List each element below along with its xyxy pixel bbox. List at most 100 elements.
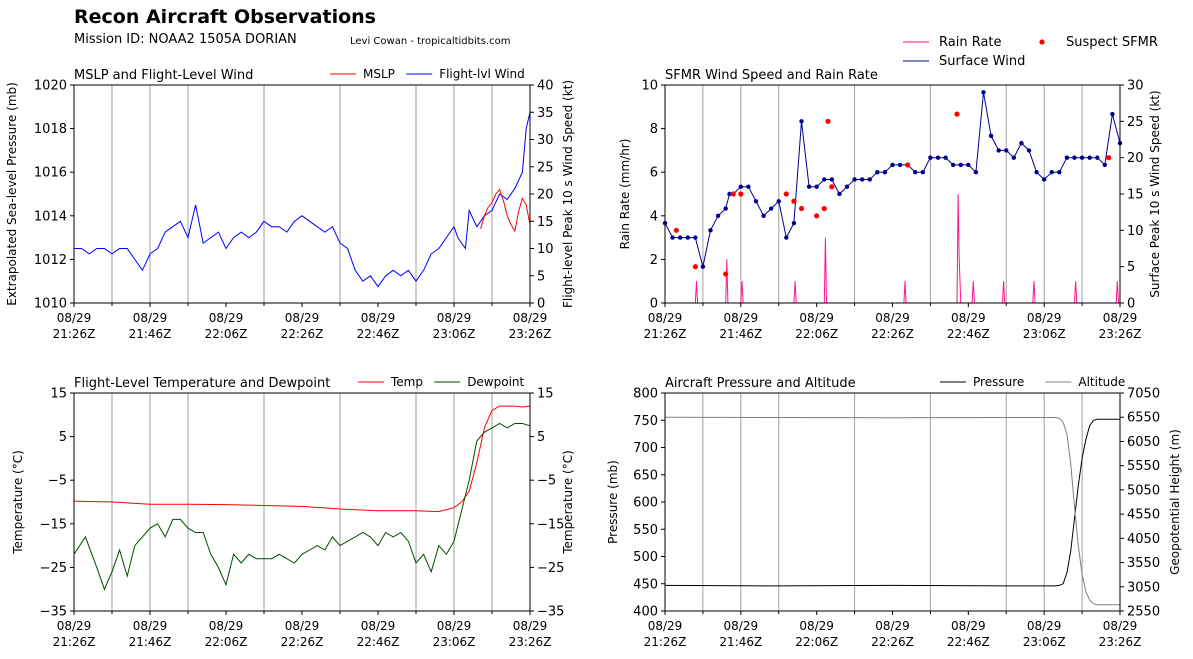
p2-y2tick-label: 0 xyxy=(1127,297,1135,312)
p3-y2tick-label: 15 xyxy=(537,387,554,402)
p3-legend-label: Temp xyxy=(390,375,423,389)
p3-xtick-time: 21:26Z xyxy=(53,635,96,649)
p2-wind-point xyxy=(1079,155,1085,160)
p2-wind-point xyxy=(935,155,941,160)
p4-y2tick-label: 2550 xyxy=(1127,605,1160,620)
p2-suspect-point xyxy=(821,205,827,212)
p3-xtick-date: 08/29 xyxy=(437,619,472,633)
p2-series-rain-rate xyxy=(665,193,1120,304)
p2-ylabel: Rain Rate (mm/hr) xyxy=(618,139,632,250)
p2-wind-point xyxy=(1087,155,1092,160)
p2-ytick-label: 4 xyxy=(650,209,658,224)
p4-series-pressure xyxy=(664,418,1120,587)
p3-series-temp xyxy=(73,405,531,513)
p3-title: Flight-Level Temperature and Dewpoint xyxy=(74,376,330,391)
p2-wind-point xyxy=(814,184,819,189)
p3-ylabel: Temperature (°C) xyxy=(11,450,25,555)
p2-wind-point xyxy=(738,184,744,189)
p3-y2tick-label: −25 xyxy=(537,561,564,576)
p4-ytick-label: 600 xyxy=(633,496,658,511)
p2-wind-point xyxy=(799,119,804,124)
p2-ytick-label: 0 xyxy=(650,297,658,312)
p2-xtick-time: 22:06Z xyxy=(795,327,838,341)
p3-xtick-time: 23:06Z xyxy=(433,635,476,649)
p2-wind-point xyxy=(867,177,872,182)
p2-wind-point xyxy=(973,170,979,175)
p2-wind-point xyxy=(943,155,948,160)
p2-suspect-point xyxy=(738,191,744,197)
p1-ytick-label: 1014 xyxy=(34,209,67,224)
p2-suspect-point xyxy=(730,191,736,197)
p2-wind-point xyxy=(1057,170,1062,175)
p2-series-surface-wind xyxy=(664,92,1121,267)
p2-y2tick-label: 5 xyxy=(1127,260,1135,275)
p1-ylabel: Extrapolated Sea-level Pressure (mb) xyxy=(5,82,19,306)
p2-wind-point xyxy=(988,133,994,139)
p4-xtick-time: 23:06Z xyxy=(1023,635,1066,649)
p2-wind-point xyxy=(746,184,751,189)
p4-legend-label: Altitude xyxy=(1078,375,1125,389)
p4-ytick-label: 800 xyxy=(633,387,658,402)
p2-wind-point xyxy=(950,162,956,168)
p4-ytick-label: 400 xyxy=(633,605,658,620)
p2-wind-point xyxy=(776,199,781,204)
p2-y2label: Surface Peak 10 s Wind Speed (kt) xyxy=(1148,90,1162,297)
p2-legend-label: Surface Wind xyxy=(939,54,1025,69)
p2-xtick-date: 08/29 xyxy=(1103,311,1138,325)
p2-xtick-time: 22:26Z xyxy=(871,327,914,341)
p4-ylabel: Pressure (mb) xyxy=(606,460,620,544)
p2-wind-point xyxy=(715,213,721,218)
p3-ytick-label: 15 xyxy=(50,387,67,402)
p1-y2tick-label: 40 xyxy=(537,79,554,94)
p1-ytick-label: 1012 xyxy=(34,253,67,268)
p1-ytick-label: 1018 xyxy=(34,122,67,137)
p2-xtick-time: 23:06Z xyxy=(1023,327,1066,341)
p4-y2tick-label: 6050 xyxy=(1127,435,1160,450)
mission-id: Mission ID: NOAA2 1505A DORIAN xyxy=(74,32,297,47)
p3-xtick-time: 22:26Z xyxy=(281,635,324,649)
p4-ytick-label: 550 xyxy=(633,523,658,538)
p2-wind-point xyxy=(890,162,895,168)
p4-xtick-time: 22:06Z xyxy=(795,635,838,649)
p2-wind-point xyxy=(1110,111,1115,117)
p4-legend-label: Pressure xyxy=(973,375,1024,389)
p2-xtick-time: 21:46Z xyxy=(719,327,762,341)
p2-wind-point xyxy=(806,184,812,189)
p4-xtick-time: 22:46Z xyxy=(947,635,990,649)
p1-ytick-label: 1010 xyxy=(34,297,67,312)
p2-xtick-date: 08/29 xyxy=(799,311,834,325)
p2-y2tick-label: 25 xyxy=(1127,115,1144,130)
p2-wind-point xyxy=(822,177,827,182)
p1-xtick-date: 08/29 xyxy=(209,311,244,325)
p2-xtick-date: 08/29 xyxy=(648,311,683,325)
p2-wind-point xyxy=(1102,162,1108,168)
page-title: Recon Aircraft Observations xyxy=(74,6,376,28)
p2-ytick-label: 6 xyxy=(650,166,658,181)
p4-xtick-date: 08/29 xyxy=(951,619,986,633)
p1-xtick-date: 08/29 xyxy=(133,311,168,325)
p1-xtick-time: 21:46Z xyxy=(129,327,172,341)
p2-wind-point xyxy=(882,170,888,175)
p4-y2tick-label: 4050 xyxy=(1127,532,1160,547)
p2-wind-point xyxy=(844,184,850,189)
p1-xtick-time: 22:06Z xyxy=(205,327,248,341)
p2-wind-point xyxy=(928,155,933,160)
p2-wind-point xyxy=(677,235,683,240)
p2-wind-point xyxy=(1072,155,1077,160)
p1-y2tick-label: 25 xyxy=(537,160,554,175)
p3-series-dewpoint xyxy=(73,422,531,591)
p4-y2tick-label: 5550 xyxy=(1127,459,1160,474)
p1-xtick-date: 08/29 xyxy=(513,311,548,325)
p2-suspect-point xyxy=(798,205,805,212)
p1-xtick-date: 08/29 xyxy=(437,311,472,325)
p4-xtick-date: 08/29 xyxy=(875,619,910,633)
p2-wind-point xyxy=(958,162,963,168)
p1-y2tick-label: 0 xyxy=(537,297,545,312)
p1-xtick-time: 23:26Z xyxy=(509,327,552,341)
p3-y2label: Temperature (°C) xyxy=(561,450,575,555)
p3-ytick-label: 5 xyxy=(59,430,67,445)
p4-y2tick-label: 5050 xyxy=(1127,483,1160,498)
p4-ytick-label: 650 xyxy=(633,468,658,483)
p4-y2label: Geopotential Height (m) xyxy=(1168,429,1182,575)
